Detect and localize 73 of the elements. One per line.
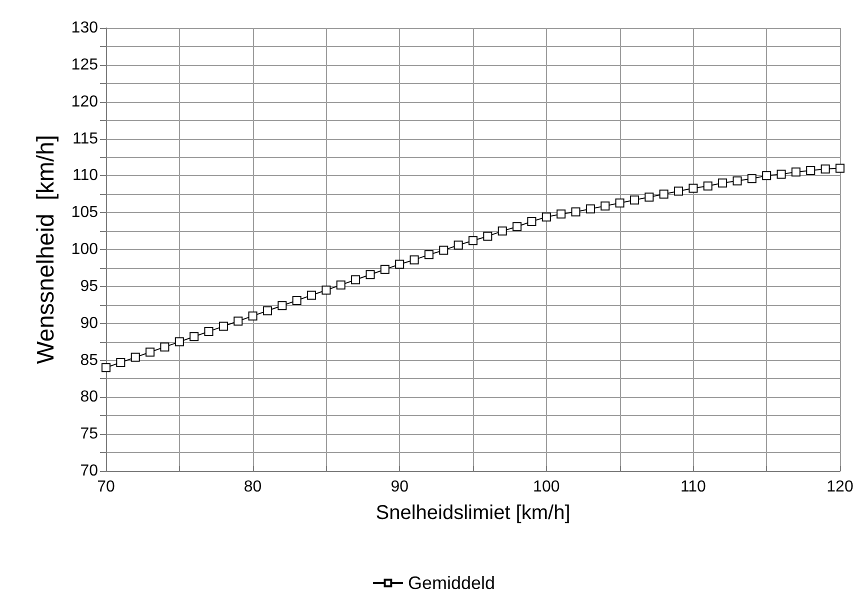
point (278, 301, 287, 310)
y-tick-label: 75 (80, 426, 98, 443)
point (600, 201, 610, 210)
point (351, 275, 360, 284)
point (468, 236, 478, 246)
point (218, 322, 228, 331)
point (674, 186, 684, 196)
point (204, 326, 214, 336)
point (102, 363, 110, 372)
y-tick-label: 100 (71, 241, 98, 258)
point (820, 164, 830, 174)
point (116, 358, 126, 367)
x-tick-label: 100 (533, 478, 560, 496)
y-tick-label: 120 (71, 93, 98, 110)
point (336, 280, 346, 290)
point (498, 226, 507, 236)
x-tick-label: 120 (826, 478, 854, 496)
point (248, 311, 258, 320)
point (512, 222, 522, 232)
point (234, 316, 243, 326)
y-tick-label: 95 (80, 278, 98, 295)
point (160, 342, 170, 352)
point (630, 196, 639, 205)
point (483, 232, 492, 241)
point (190, 332, 199, 342)
point (791, 167, 800, 176)
point (732, 176, 742, 186)
x-tick-label: 70 (97, 478, 115, 496)
y-tick-label: 85 (80, 352, 98, 369)
point (262, 306, 272, 316)
point (424, 250, 434, 260)
y-tick-label: 110 (72, 167, 98, 184)
y-tick-label: 125 (71, 56, 98, 74)
x-tick-label: 80 (244, 478, 262, 496)
point (586, 204, 595, 214)
y-tick-label: 90 (80, 314, 98, 332)
x-tick-label: 90 (390, 478, 409, 496)
point (762, 171, 772, 180)
y-axis-title: Wenssnelheid [km/h] (32, 135, 60, 364)
y-tick-label: 130 (71, 20, 98, 36)
x-tick-label: 110 (680, 478, 706, 496)
point (366, 270, 375, 280)
y-tick-label: 105 (71, 204, 98, 222)
point (806, 166, 816, 175)
point (527, 216, 536, 226)
point (747, 174, 756, 184)
point (322, 286, 331, 295)
point (146, 348, 155, 357)
legend-label: Gemiddeld (408, 573, 496, 593)
point (659, 190, 668, 199)
point (395, 260, 404, 269)
point (542, 212, 551, 222)
point (380, 264, 390, 274)
point (556, 210, 566, 219)
point (292, 296, 302, 305)
point (410, 255, 419, 264)
y-tick-label: 80 (80, 388, 98, 406)
point (454, 240, 463, 250)
y-tick-label: 115 (72, 130, 98, 148)
point (836, 164, 844, 173)
point (439, 246, 448, 255)
point (644, 192, 654, 202)
point (776, 170, 786, 179)
point (174, 337, 184, 346)
point (615, 198, 624, 208)
point (130, 352, 140, 362)
point (688, 184, 698, 193)
point (307, 290, 316, 300)
x-axis-title: Snelheidslimiet [km/h] (376, 502, 570, 524)
y-tick-label: 70 (80, 462, 98, 480)
point (571, 207, 580, 216)
point (718, 178, 728, 188)
point (703, 182, 712, 191)
